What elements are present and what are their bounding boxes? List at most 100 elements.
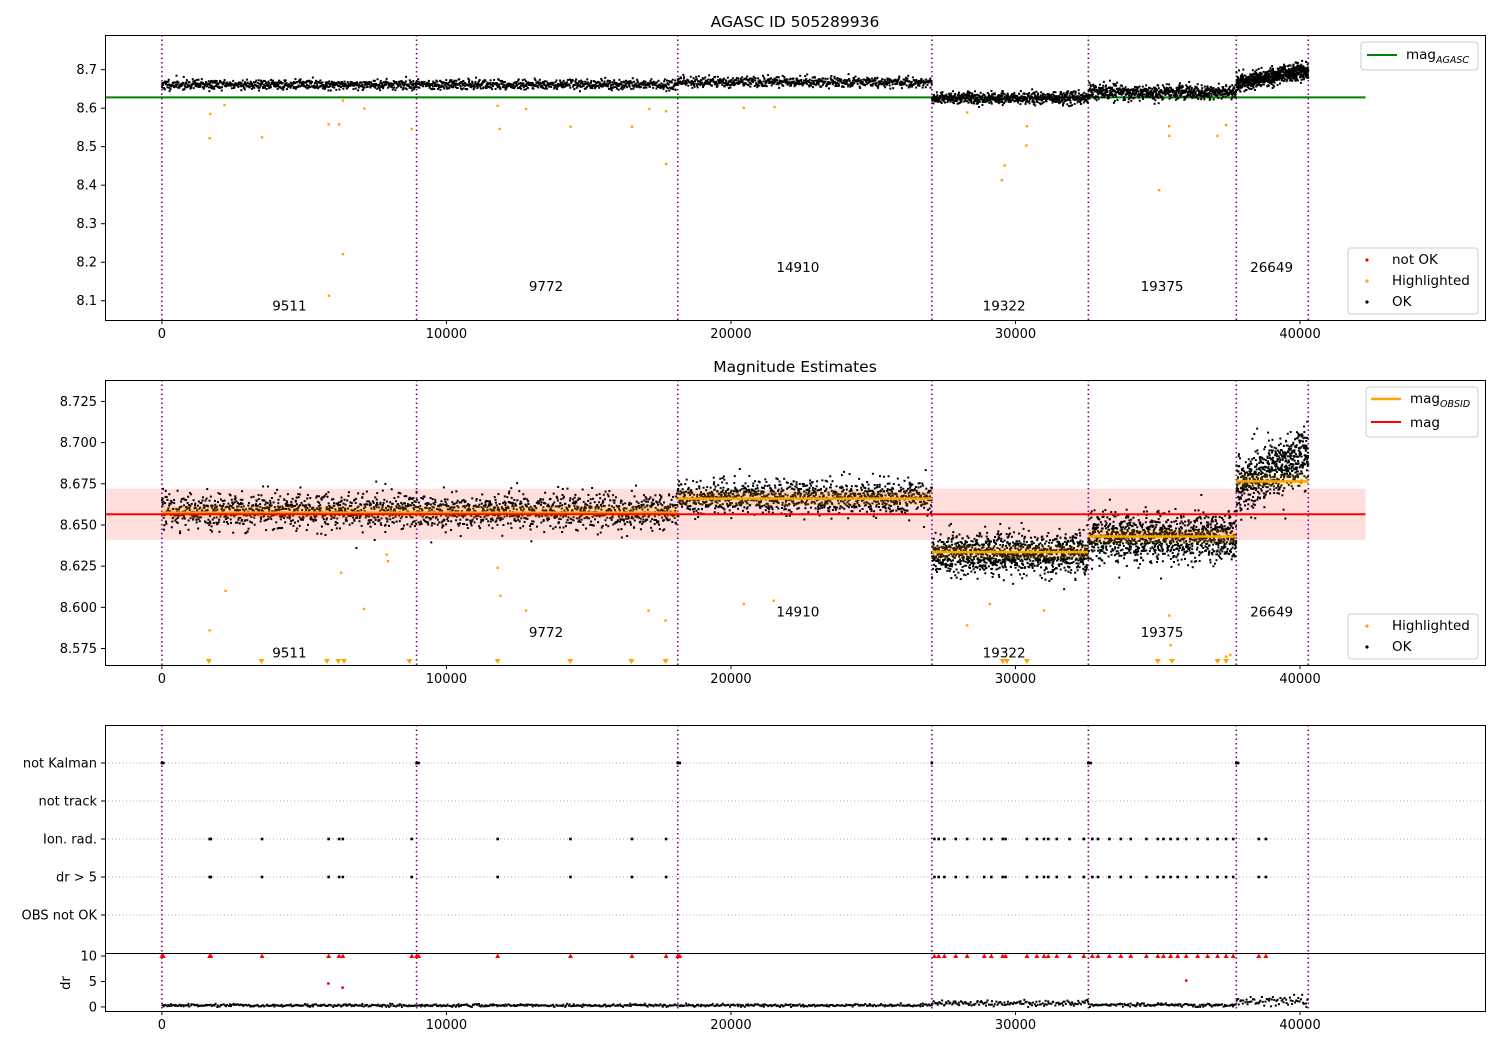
ok-data-point (1232, 89, 1235, 92)
ok-data-point (857, 77, 860, 80)
ok-data-point (1301, 73, 1304, 76)
highlighted-data-point (742, 106, 745, 109)
ok-data-point (998, 99, 1001, 102)
ok-data-point (318, 507, 321, 510)
ok-data-point (602, 82, 605, 85)
ok-data-point (231, 501, 234, 504)
ok-data-point (289, 522, 292, 525)
ok-data-point (815, 81, 818, 84)
ok-data-point (1105, 93, 1108, 96)
ok-data-point (295, 507, 298, 510)
ok-data-point (1116, 81, 1119, 84)
ok-data-point (1146, 92, 1149, 95)
ok-data-point (1278, 67, 1281, 70)
ok-data-point (684, 79, 687, 82)
ok-data-point (1064, 98, 1067, 101)
ok-data-point (685, 80, 688, 83)
ok-data-point (479, 85, 482, 88)
ok-data-point (1167, 87, 1170, 90)
ok-data-point (215, 82, 218, 85)
ok-data-point (1202, 95, 1205, 98)
ok-data-point (202, 504, 205, 507)
ok-data-point (418, 81, 421, 84)
ok-data-point (444, 81, 447, 84)
ok-data-point (1157, 96, 1160, 99)
ok-data-point (444, 84, 447, 87)
ok-data-point (289, 86, 292, 89)
ok-data-point (445, 85, 448, 88)
ok-data-point (667, 83, 670, 86)
ok-data-point (1073, 102, 1076, 105)
ok-data-point (826, 77, 829, 80)
ok-data-point (250, 87, 253, 90)
ok-data-point (729, 81, 732, 84)
ok-data-point (1201, 96, 1204, 99)
ok-data-point (1232, 86, 1235, 89)
ok-data-point (215, 80, 218, 83)
ok-data-point (613, 86, 616, 89)
ok-data-point (468, 79, 471, 82)
ok-data-point (1072, 96, 1075, 99)
ok-data-point (982, 93, 985, 96)
ok-data-point (752, 78, 755, 81)
ok-data-point (577, 82, 580, 85)
ok-data-point (1212, 89, 1215, 92)
ok-data-point (740, 79, 743, 82)
ok-data-point (478, 78, 481, 81)
ok-data-point (1179, 89, 1182, 92)
ok-data-point (1146, 88, 1149, 91)
ok-data-point (452, 81, 455, 84)
ok-data-point (316, 83, 319, 86)
ok-data-point (270, 504, 273, 507)
ok-data-point (941, 91, 944, 94)
ok-data-point (205, 497, 208, 500)
ok-data-point (175, 507, 178, 510)
ok-data-point (309, 497, 312, 500)
ok-data-point (269, 499, 272, 502)
ok-data-point (249, 82, 252, 85)
ok-data-point (623, 80, 626, 83)
ok-data-point (1071, 91, 1074, 94)
ok-data-point (661, 83, 664, 86)
ok-data-point (908, 80, 911, 83)
ok-data-point (1176, 97, 1179, 100)
ok-data-point (782, 84, 785, 87)
ok-data-point (858, 80, 861, 83)
ok-data-point (969, 98, 972, 101)
ok-data-point (246, 82, 249, 85)
ok-data-point (332, 82, 335, 85)
ok-data-point (319, 81, 322, 84)
ok-data-point (388, 82, 391, 85)
ok-data-point (1216, 89, 1219, 92)
ok-data-point (695, 75, 698, 78)
ok-data-point (1157, 93, 1160, 96)
ok-data-point (1211, 91, 1214, 94)
ok-data-point (1165, 88, 1168, 91)
ok-data-point (400, 86, 403, 89)
ok-data-point (1248, 75, 1251, 78)
ok-data-point (754, 77, 757, 80)
ok-data-point (1000, 101, 1003, 104)
ok-data-point (233, 498, 236, 501)
ok-data-point (307, 84, 310, 87)
ok-data-point (771, 78, 774, 81)
ok-data-point (895, 82, 898, 85)
ok-data-point (1154, 88, 1157, 91)
ok-data-point (1255, 69, 1258, 72)
ok-data-point (805, 78, 808, 81)
ok-data-point (327, 502, 330, 505)
ok-data-point (410, 87, 413, 90)
ok-data-point (520, 82, 523, 85)
ok-data-point (741, 79, 744, 82)
ok-data-point (306, 497, 309, 500)
ok-data-point (295, 496, 298, 499)
ok-data-point (1229, 89, 1232, 92)
ok-data-point (748, 78, 751, 81)
ok-data-point (1236, 88, 1239, 91)
ok-data-point (440, 85, 443, 88)
ok-data-point (549, 83, 552, 86)
ok-data-point (195, 514, 198, 517)
ok-data-point (1254, 70, 1257, 73)
ok-data-point (487, 82, 490, 85)
ok-data-point (1270, 83, 1273, 86)
